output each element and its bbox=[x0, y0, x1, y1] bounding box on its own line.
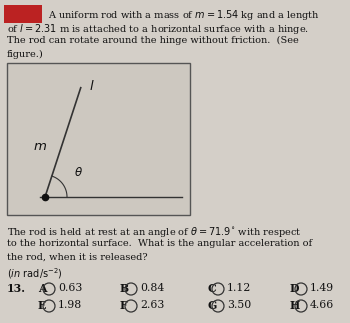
Text: figure.): figure.) bbox=[7, 50, 44, 59]
Text: $\theta$: $\theta$ bbox=[74, 166, 83, 179]
Text: F: F bbox=[120, 300, 128, 311]
Text: 1.98: 1.98 bbox=[58, 300, 82, 310]
Text: E: E bbox=[38, 300, 46, 311]
Text: H: H bbox=[290, 300, 300, 311]
Text: A: A bbox=[38, 283, 47, 294]
Text: 3.50: 3.50 bbox=[227, 300, 251, 310]
Text: A uniform rod with a mass of $m = 1.54$ kg and a length: A uniform rod with a mass of $m = 1.54$ … bbox=[48, 8, 320, 22]
Text: 1.12: 1.12 bbox=[227, 283, 251, 293]
Text: G: G bbox=[207, 300, 216, 311]
Text: B: B bbox=[120, 283, 129, 294]
Text: 2.63: 2.63 bbox=[140, 300, 164, 310]
Text: C: C bbox=[207, 283, 216, 294]
Text: $m$: $m$ bbox=[33, 140, 47, 153]
Bar bbox=[7, 63, 190, 215]
Text: 4.66: 4.66 bbox=[310, 300, 334, 310]
Text: 0.63: 0.63 bbox=[58, 283, 82, 293]
Text: 13.: 13. bbox=[7, 283, 26, 294]
Text: $(in\ \mathrm{rad/s}^{-2})$: $(in\ \mathrm{rad/s}^{-2})$ bbox=[7, 266, 63, 281]
Text: $l$: $l$ bbox=[89, 79, 95, 93]
Text: of $l = 2.31$ m is attached to a horizontal surface with a hinge.: of $l = 2.31$ m is attached to a horizon… bbox=[7, 22, 309, 36]
Text: The rod is held at rest at an angle of $\theta = 71.9^{\circ}$ with respect: The rod is held at rest at an angle of $… bbox=[7, 225, 301, 239]
Text: the rod, when it is released?: the rod, when it is released? bbox=[7, 253, 148, 262]
Text: to the horizontal surface.  What is the angular acceleration of: to the horizontal surface. What is the a… bbox=[7, 239, 312, 248]
Text: 1.49: 1.49 bbox=[310, 283, 334, 293]
Bar bbox=[4, 5, 42, 23]
Text: D: D bbox=[290, 283, 300, 294]
Text: The rod can rotate around the hinge without friction.  (See: The rod can rotate around the hinge with… bbox=[7, 36, 299, 45]
Text: 0.84: 0.84 bbox=[140, 283, 164, 293]
